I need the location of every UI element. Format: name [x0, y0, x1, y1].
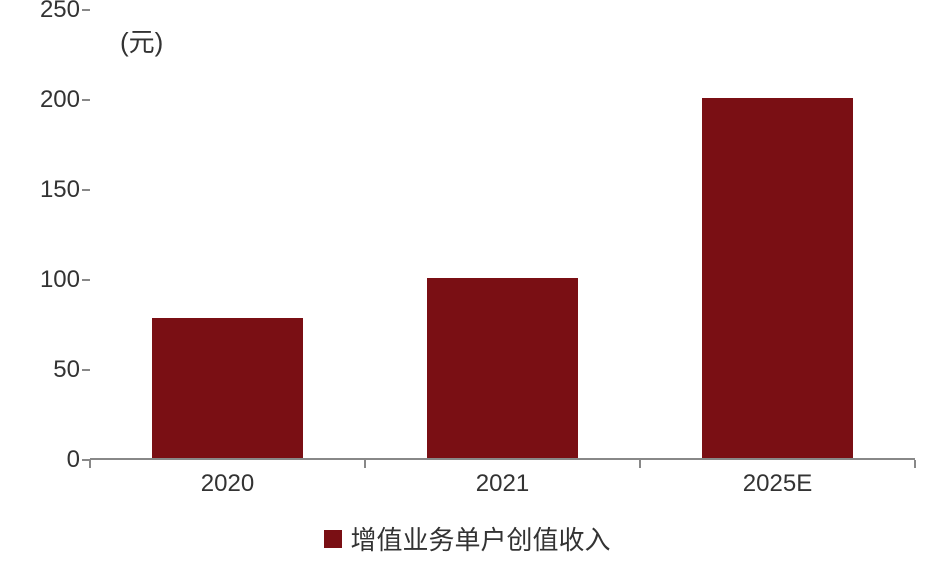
bar: [427, 278, 578, 458]
y-tick-mark: [82, 279, 90, 281]
x-tick-label: 2025E: [743, 470, 812, 498]
y-axis-unit: (元): [120, 22, 163, 59]
y-tick-mark: [82, 99, 90, 101]
y-tick-mark: [82, 369, 90, 371]
legend-item: 增值业务单户创值收入: [324, 520, 610, 557]
y-tick-label: 200: [20, 86, 80, 114]
y-tick-label: 50: [20, 356, 80, 384]
bar: [152, 318, 303, 458]
x-tick-mark: [639, 460, 641, 468]
y-tick-label: 100: [20, 266, 80, 294]
x-tick-mark: [89, 460, 91, 468]
x-tick-mark: [914, 460, 916, 468]
bar: [702, 98, 853, 458]
legend-swatch: [324, 530, 342, 548]
legend-label: 增值业务单户创值收入: [350, 520, 610, 557]
bar-chart: (元) 增值业务单户创值收入 0501001502002502020202120…: [20, 10, 915, 570]
legend: 增值业务单户创值收入: [20, 520, 915, 557]
y-tick-label: 150: [20, 176, 80, 204]
y-tick-label: 0: [20, 446, 80, 474]
x-tick-label: 2021: [476, 470, 529, 498]
x-tick-label: 2020: [201, 470, 254, 498]
plot-area: [90, 10, 915, 460]
y-tick-mark: [82, 9, 90, 11]
y-tick-label: 250: [20, 0, 80, 24]
y-tick-mark: [82, 189, 90, 191]
x-tick-mark: [364, 460, 366, 468]
